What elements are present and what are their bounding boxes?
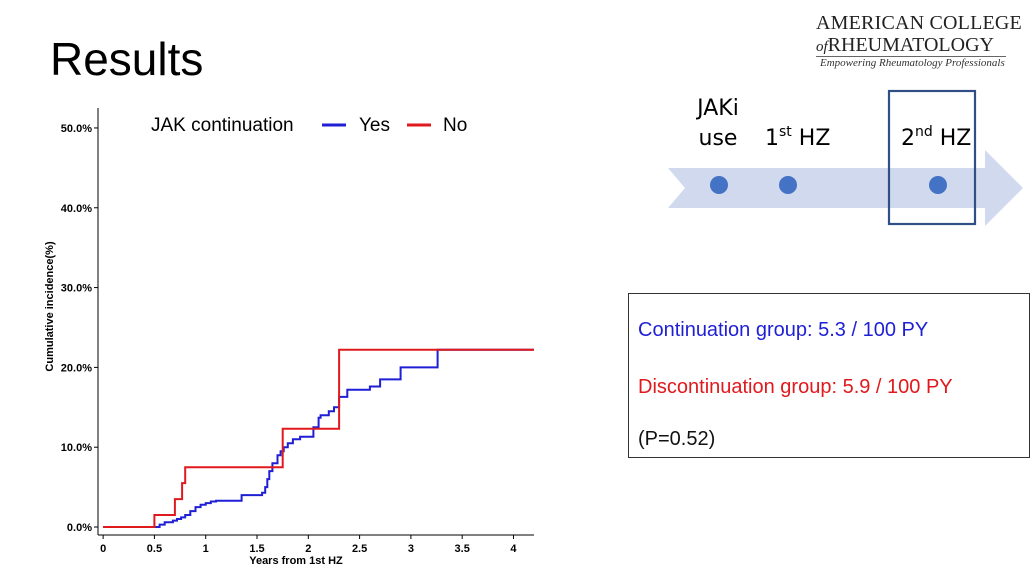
logo-rheumatology: RHEUMATOLOGY [827,34,994,56]
logo-line-1: AMERICAN COLLEGE [816,12,1022,34]
x-tick-label: 1.5 [249,543,264,555]
logo-tagline: Empowering Rheumatology Professionals [820,57,1005,69]
label-jaki: JAKi [695,96,739,121]
x-tick-label: 2 [305,543,311,555]
continuation-rate: Continuation group: 5.3 / 100 PY [638,319,929,341]
logo-line-2: ofRHEUMATOLOGY [816,34,994,57]
x-tick-label: 4 [510,543,517,555]
second-hz-box [887,89,977,226]
label-use: use [699,126,738,151]
legend-label-yes: Yes [359,115,390,136]
timeline-diagram: JAKi use 1st HZ 2nd HZ [668,89,1023,226]
timeline-arrow [668,150,1023,226]
dot-jaki-use [710,176,728,194]
second-hz-num: 2 [901,126,915,151]
label-second-hz: 2nd HZ [901,124,971,151]
p-value: (P=0.52) [638,428,716,450]
chart-legend: JAK continuation Yes No [151,115,467,136]
second-hz-sup: nd [915,124,933,140]
logo-rule [816,56,1006,57]
x-tick-label: 0 [100,543,106,555]
legend-label-no: No [443,115,467,136]
y-tick-label: 0.0% [67,522,92,534]
x-tick-label: 3 [408,543,414,555]
x-tick-label: 0.5 [147,543,162,555]
dot-first-hz [779,176,797,194]
y-tick-label: 50.0% [61,123,92,135]
series-line-yes [103,348,534,528]
y-tick-label: 10.0% [61,442,92,454]
acr-logo: AMERICAN COLLEGE ofRHEUMATOLOGY Empoweri… [812,10,1022,74]
km-chart: 0.0% 10.0% 20.0% 30.0% 40.0% 50.0% 0 0.5 1 1.5 2 2.… [44,108,534,567]
label-first-hz: 1st HZ [765,124,830,151]
dot-second-hz [929,176,947,194]
chart-axes: 0.0% 10.0% 20.0% 30.0% 40.0% 50.0% 0 0.5 1 1.5 2 2.… [44,108,534,567]
logo-of: of [816,39,828,55]
y-tick-label: 40.0% [61,203,92,215]
x-tick-label: 3.5 [455,543,470,555]
incidence-stats-box: Continuation group: 5.3 / 100 PY Discont… [628,293,1030,458]
x-axis-title: Years from 1st HZ [249,555,343,567]
discontinuation-rate: Discontinuation group: 5.9 / 100 PY [638,376,953,398]
slide-title: Results [50,33,204,85]
series-line-no [103,348,534,528]
y-axis-title: Cumulative incidence(%) [44,241,56,372]
y-tick-label: 30.0% [61,283,92,295]
x-tick-label: 1 [203,543,209,555]
chart-series [103,348,534,528]
first-hz-num: 1 [765,126,779,151]
y-tick-label: 20.0% [61,362,92,374]
first-hz-sup: st [779,124,792,140]
x-tick-label: 2.5 [352,543,367,555]
second-hz-text: HZ [933,126,972,151]
first-hz-text: HZ [792,126,831,151]
legend-title: JAK continuation [151,115,294,136]
